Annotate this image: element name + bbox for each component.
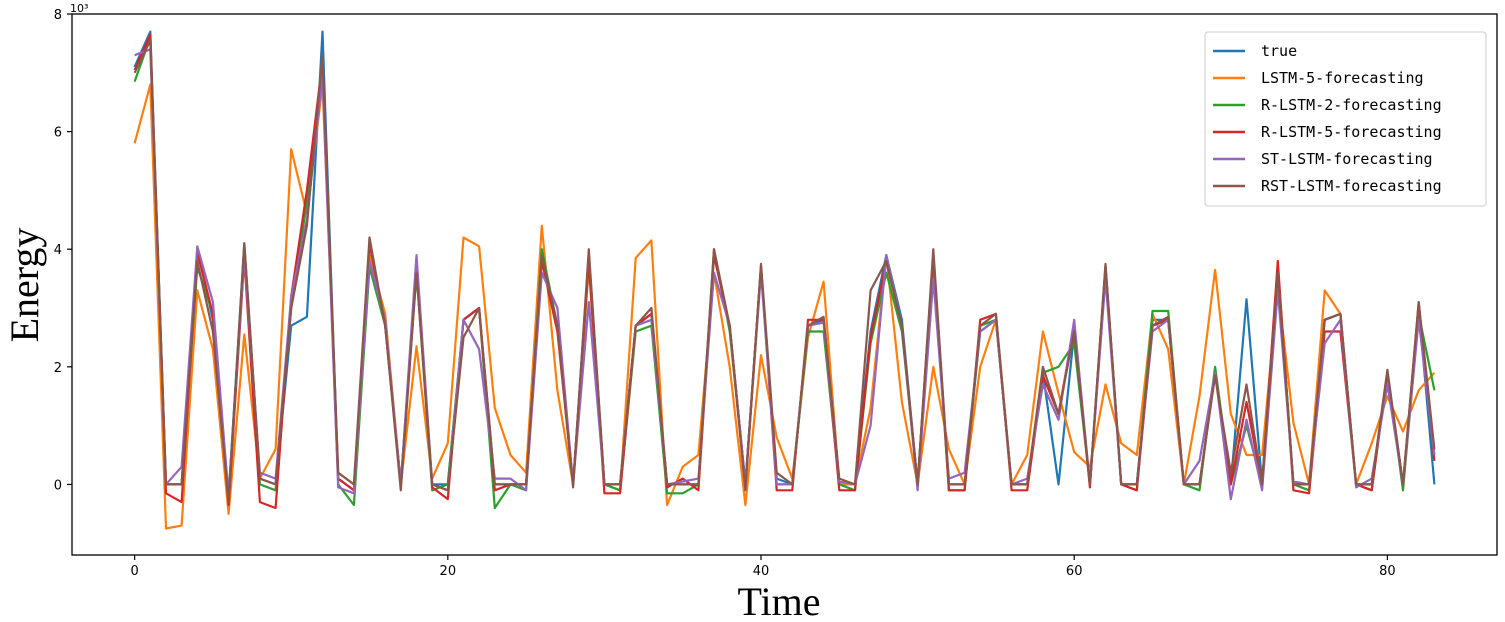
- y-tick-label: 8: [54, 8, 62, 23]
- y-tick-label: 4: [54, 243, 62, 258]
- y-axis: 0 2 4 6 8: [54, 8, 72, 493]
- y-tick-label: 6: [54, 126, 62, 141]
- legend: true LSTM-5-forecasting R-LSTM-2-forecasti…: [1204, 31, 1487, 207]
- y-axis-title: Energy: [2, 228, 47, 343]
- x-tick-label: 80: [1379, 564, 1396, 579]
- legend-label-0: true: [1261, 42, 1297, 60]
- series-line-5: [133, 39, 1436, 504]
- y-scale-label: 10³: [70, 2, 88, 15]
- x-axis-title: Time: [737, 579, 820, 622]
- x-tick-label: 0: [130, 564, 138, 579]
- legend-label-2: R-LSTM-2-forecasting: [1261, 96, 1442, 114]
- legend-label-4: ST-LSTM-forecasting: [1261, 150, 1433, 168]
- legend-label-3: R-LSTM-5-forecasting: [1261, 123, 1442, 141]
- legend-label-1: LSTM-5-forecasting: [1261, 69, 1424, 87]
- x-tick-label: 60: [1066, 564, 1083, 579]
- y-tick-label: 2: [54, 361, 62, 376]
- legend-label-5: RST-LSTM-forecasting: [1261, 177, 1442, 195]
- plot-area: [133, 30, 1436, 530]
- x-axis: 0 20 40 60 80: [130, 555, 1396, 579]
- x-tick-label: 40: [753, 564, 770, 579]
- y-tick-label: 0: [54, 478, 62, 493]
- axes-frame: [71, 13, 1498, 556]
- x-tick-label: 20: [440, 564, 457, 579]
- legend-frame: [1204, 31, 1487, 207]
